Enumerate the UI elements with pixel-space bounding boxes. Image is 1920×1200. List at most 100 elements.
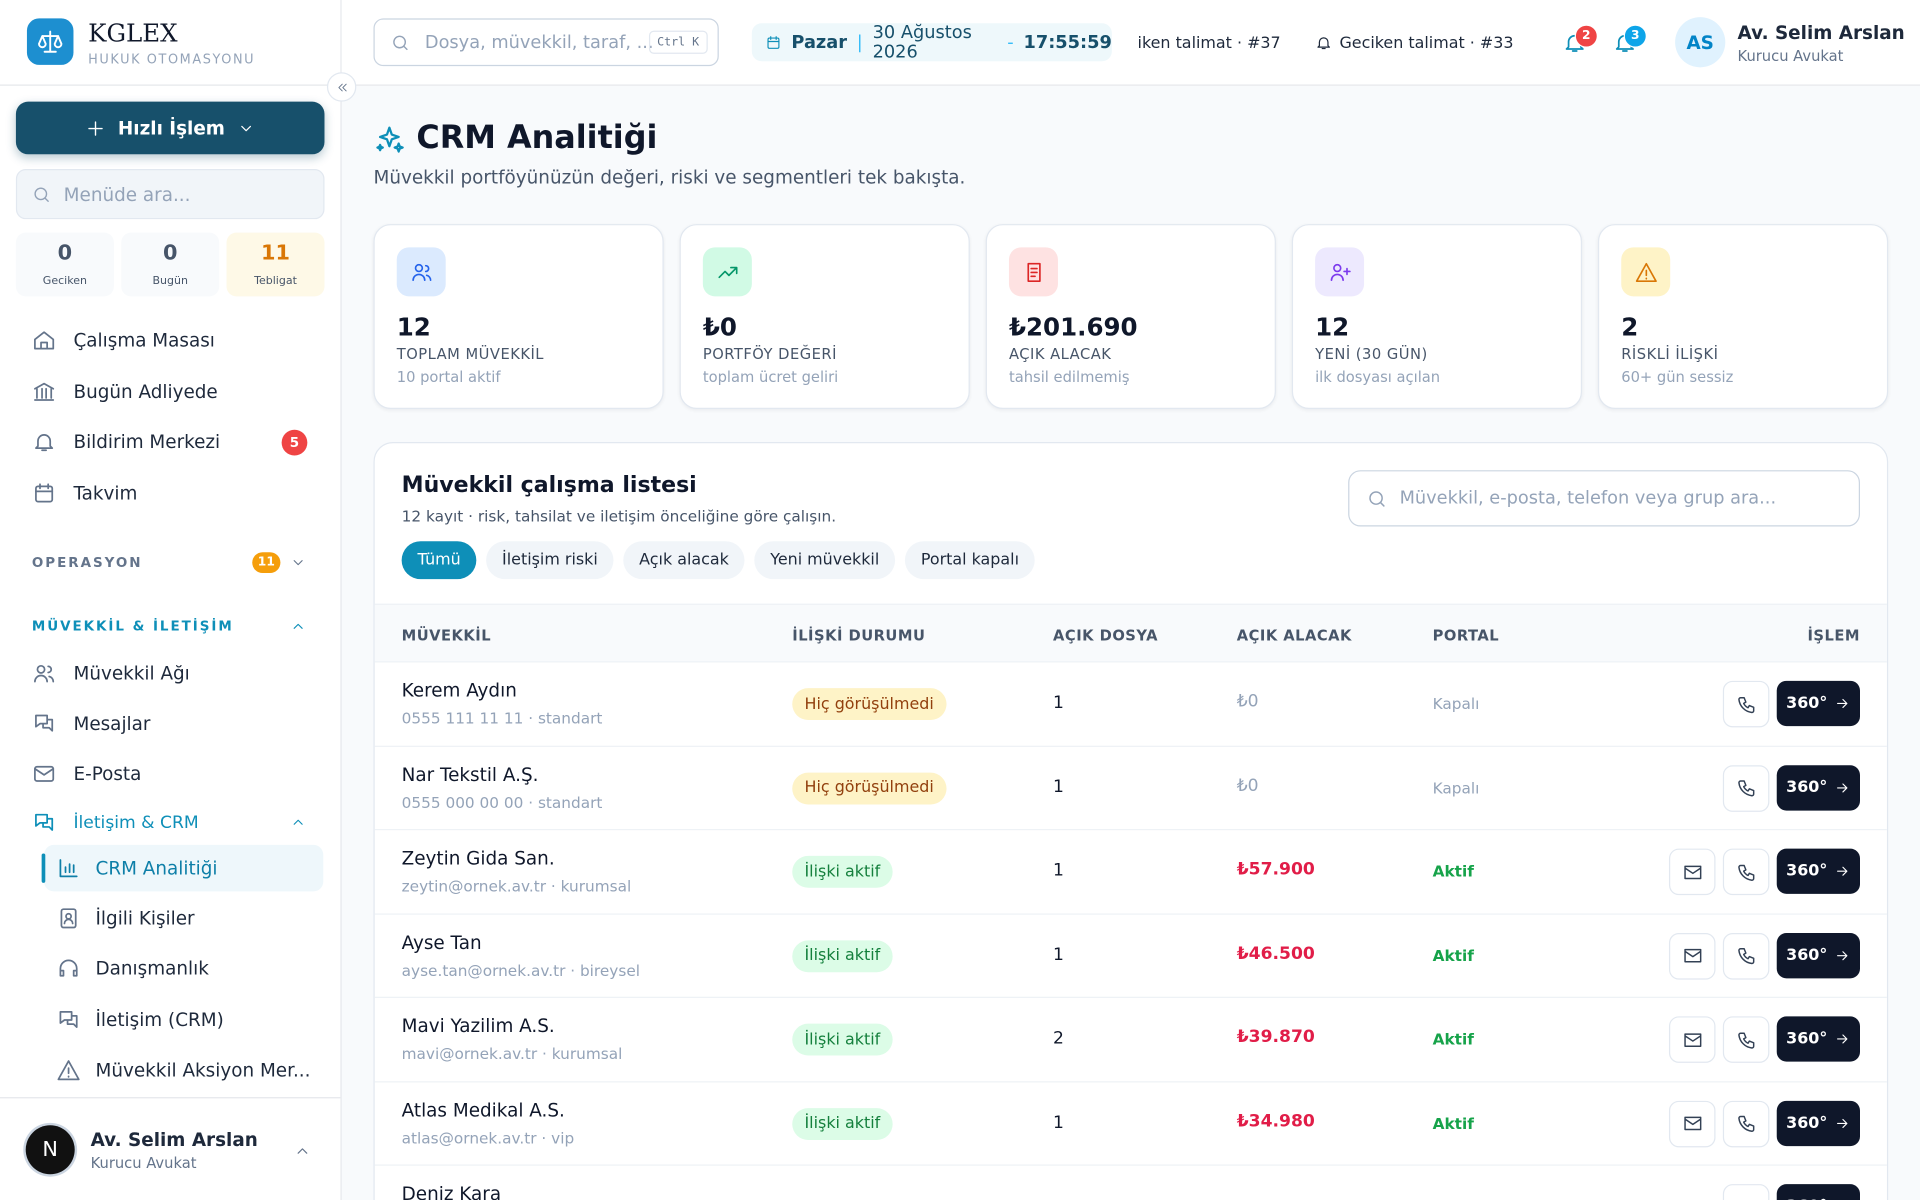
sub-label: CRM Analitiği: [95, 857, 218, 880]
relation-status: İlişki aktif: [792, 939, 893, 972]
client-360-button[interactable]: 360°: [1776, 764, 1860, 810]
user-avatar: N: [25, 1125, 75, 1175]
separator: -: [1007, 32, 1014, 53]
mail-button[interactable]: [1668, 932, 1716, 979]
search-placeholder: Dosya, müvekkil, taraf, ...: [424, 32, 654, 53]
client-360-button[interactable]: 360°: [1776, 1100, 1860, 1146]
arrow-icon: [1835, 779, 1851, 795]
mail-button[interactable]: [1668, 1016, 1716, 1063]
counter-value: 0: [57, 241, 73, 266]
mail-button[interactable]: [1668, 848, 1716, 896]
brand-tagline: HUKUK OTOMASYONU: [88, 52, 256, 68]
date-pill: Pazar | 30 Ağustos 2026 - 17:55:59: [751, 23, 1112, 62]
nav-item[interactable]: Bildirim Merkezi: [32, 421, 220, 463]
stat-value: ₺0: [702, 312, 737, 342]
nav-item[interactable]: Bugün Adliyede: [32, 371, 218, 413]
receivable: ₺0: [1236, 691, 1259, 712]
client-meta: atlas@ornek.av.tr · vip: [401, 1128, 575, 1147]
client-360-button[interactable]: 360°: [1776, 848, 1860, 894]
nav-item[interactable]: Mesajlar: [32, 703, 151, 745]
arrow-icon: [1835, 1115, 1851, 1131]
mail-button[interactable]: [1668, 1100, 1716, 1147]
collapse-toggle[interactable]: [326, 72, 357, 102]
ticker-item[interactable]: Geciken talimat · #33: [1315, 34, 1514, 52]
ticker-item[interactable]: iken talimat · #37: [1137, 33, 1281, 53]
filter-chip-active[interactable]: Tümü: [401, 541, 477, 580]
counter[interactable]: 0 Bugün: [121, 232, 220, 297]
nav-item[interactable]: Çalışma Masası: [32, 320, 215, 362]
client-360-button[interactable]: 360°: [1776, 1016, 1860, 1062]
stat-label: RİSKLİ İLİŞKİ: [1621, 345, 1719, 363]
sub-item[interactable]: İletişim (CRM): [44, 997, 323, 1044]
arrow-icon: [1835, 1031, 1851, 1047]
mail-icon-svg: [1683, 948, 1701, 963]
portal-status: Aktif: [1432, 945, 1474, 965]
nav-item[interactable]: Müvekkil Ağı: [32, 653, 190, 695]
section-title[interactable]: OPERASYON: [31, 554, 143, 571]
column-header: AÇIK ALACAK: [1236, 626, 1352, 645]
call-button[interactable]: [1722, 1184, 1770, 1200]
nav-group[interactable]: İletişim & CRM: [32, 802, 199, 844]
client-360-button[interactable]: 360°: [1776, 1184, 1860, 1200]
phone-icon: [1736, 1113, 1757, 1134]
logo: [26, 18, 74, 65]
filter-chip[interactable]: İletişim riski: [486, 541, 614, 580]
call-button[interactable]: [1722, 848, 1770, 896]
global-search[interactable]: Dosya, müvekkil, taraf, ... Ctrl K: [373, 18, 719, 67]
open-files: 2: [1053, 1028, 1064, 1049]
nav-label: Mesajlar: [73, 712, 151, 735]
client-360-button[interactable]: 360°: [1776, 932, 1860, 978]
client-360-button[interactable]: 360°: [1776, 680, 1860, 727]
user-role: Kurucu Avukat: [1737, 47, 1844, 65]
active-indicator: [41, 853, 46, 883]
menu-search[interactable]: Menüde ara...: [15, 168, 325, 220]
worklist-search-placeholder: Müvekkil, e-posta, telefon veya grup ara…: [1399, 488, 1777, 509]
stat-value: ₺201.690: [1008, 312, 1138, 342]
sub-item[interactable]: İlgili Kişiler: [44, 895, 323, 942]
sub-item-active[interactable]: CRM Analitiği: [44, 844, 324, 892]
stat-card: 2 RİSKLİ İLİŞKİ 60+ gün sessiz: [1597, 224, 1889, 409]
call-button[interactable]: [1722, 932, 1770, 979]
client-360-label: 360°: [1786, 862, 1828, 881]
user-avatar[interactable]: AS: [1675, 17, 1726, 68]
sub-label: İletişim (CRM): [95, 1008, 224, 1032]
sub-item[interactable]: Danışmanlık: [44, 945, 323, 992]
user-footer[interactable]: N Av. Selim Arslan Kurucu Avukat: [0, 1097, 341, 1200]
phone-icon: [1736, 1029, 1757, 1050]
quick-action[interactable]: Hızlı İşlem: [15, 101, 325, 155]
stat-label: AÇIK ALACAK: [1008, 345, 1112, 363]
filter-chip[interactable]: Açık alacak: [623, 541, 745, 580]
portal-status: Aktif: [1432, 862, 1474, 881]
worklist-panel: Müvekkil çalışma listesi 12 kayıt · risk…: [373, 442, 1889, 1200]
client-row: Ayse Tan ayse.tan@ornek.av.tr · bireysel İ…: [374, 912, 1887, 997]
counter[interactable]: 11 Tebligat: [226, 232, 325, 297]
filter-chip[interactable]: Portal kapalı: [904, 541, 1035, 580]
client-name: Nar Tekstil A.Ş.: [401, 763, 539, 786]
call-button[interactable]: [1722, 1016, 1770, 1063]
nav-label: Takvim: [73, 482, 138, 505]
stat-glyph-svg: [717, 266, 737, 278]
sub-item[interactable]: Müvekkil Aksiyon Mer...: [44, 1047, 323, 1094]
filter-chip[interactable]: Yeni müvekkil: [754, 541, 896, 580]
worklist-search[interactable]: Müvekkil, e-posta, telefon veya grup ara…: [1348, 470, 1860, 527]
stat-note: ilk dosyası açılan: [1315, 368, 1441, 386]
call-button[interactable]: [1722, 764, 1770, 812]
stat-glyph-svg: [1635, 262, 1657, 282]
stat-value: 2: [1621, 312, 1639, 342]
user-name: Av. Selim Arslan: [90, 1128, 258, 1152]
call-button[interactable]: [1722, 680, 1770, 728]
open-files: 1: [1053, 1112, 1064, 1133]
phone-icon: [1736, 778, 1757, 799]
open-files: 1: [1053, 944, 1064, 965]
ticker: iken talimat · #37 Geciken talimat · #33: [1138, 29, 1527, 56]
call-button[interactable]: [1722, 1100, 1770, 1147]
arrow-icon-svg: [1837, 866, 1848, 876]
table-header: [374, 603, 1887, 663]
sub-label: Müvekkil Aksiyon Mer...: [95, 1059, 311, 1082]
nav-item[interactable]: E-Posta: [32, 753, 142, 795]
stat-note: 10 portal aktif: [396, 368, 501, 386]
nav-item[interactable]: Takvim: [32, 473, 138, 515]
section-title[interactable]: MÜVEKKİL & İLETİŞİM: [31, 618, 234, 635]
user-role: Kurucu Avukat: [90, 1154, 197, 1172]
counter[interactable]: 0 Geciken: [15, 232, 114, 297]
